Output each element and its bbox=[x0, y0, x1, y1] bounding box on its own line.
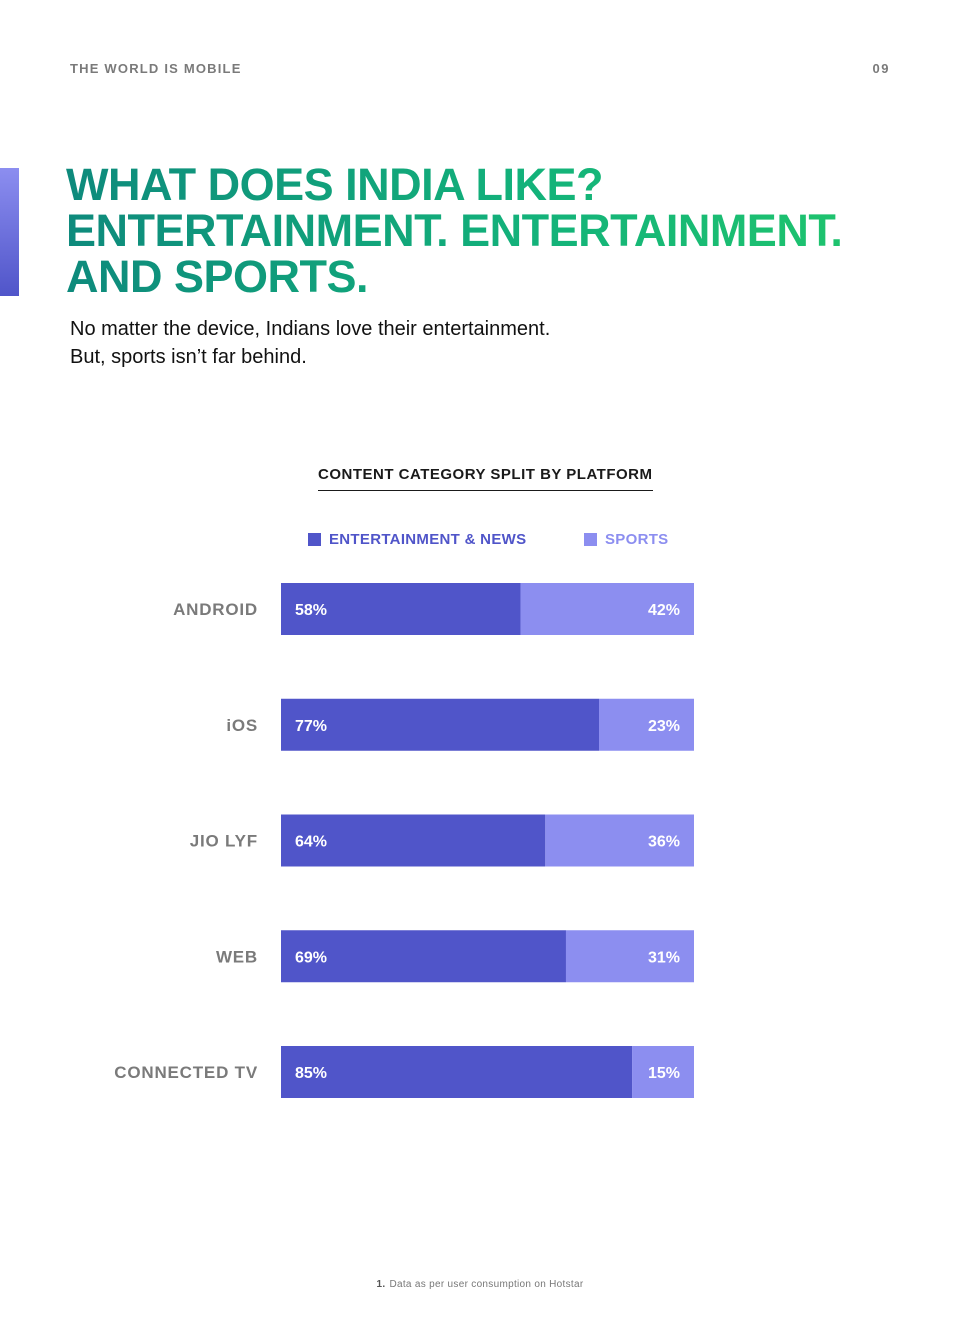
value-label-entertainment: 58% bbox=[295, 602, 327, 619]
bar-entertainment bbox=[281, 814, 546, 867]
footnote-number: 1. bbox=[376, 1279, 386, 1290]
subtitle-line: But, sports isn’t far behind. bbox=[70, 346, 307, 368]
running-title: THE WORLD IS MOBILE bbox=[70, 61, 242, 76]
chart-legend: ENTERTAINMENT & NEWS SPORTS bbox=[308, 531, 708, 551]
bar-entertainment bbox=[281, 1046, 633, 1098]
page-number: 09 bbox=[872, 61, 890, 76]
bar-entertainment bbox=[281, 698, 600, 751]
chart-title: CONTENT CATEGORY SPLIT BY PLATFORM bbox=[318, 466, 653, 491]
value-label-sports: 36% bbox=[648, 834, 680, 851]
legend-swatch-sports bbox=[584, 533, 597, 546]
value-label-sports: 23% bbox=[648, 718, 680, 735]
footnote-text: Data as per user consumption on Hotstar bbox=[389, 1279, 584, 1290]
bar-sports bbox=[545, 814, 694, 867]
page-subtitle: No matter the device, Indians love their… bbox=[70, 315, 550, 371]
category-label: CONNECTED TV bbox=[114, 1063, 258, 1082]
legend-label-entertainment: ENTERTAINMENT & NEWS bbox=[329, 531, 527, 548]
value-label-entertainment: 69% bbox=[295, 949, 327, 966]
legend-swatch-entertainment bbox=[308, 533, 321, 546]
bar-entertainment bbox=[281, 930, 566, 983]
value-label-entertainment: 77% bbox=[295, 718, 327, 735]
category-label: ANDROID bbox=[173, 600, 258, 619]
bar-sports bbox=[565, 930, 694, 983]
value-label-sports: 42% bbox=[648, 602, 680, 619]
footnote: 1. Data as per user consumption on Hotsta… bbox=[0, 1279, 960, 1290]
value-label-entertainment: 85% bbox=[295, 1065, 327, 1082]
bar-sports bbox=[599, 698, 694, 751]
bar-sports bbox=[632, 1046, 694, 1098]
value-label-entertainment: 64% bbox=[295, 834, 327, 851]
subtitle-line: No matter the device, Indians love their… bbox=[70, 318, 551, 340]
value-label-sports: 31% bbox=[648, 949, 680, 966]
value-label-sports: 15% bbox=[648, 1065, 680, 1082]
bar-entertainment bbox=[281, 583, 521, 635]
legend-label-sports: SPORTS bbox=[605, 531, 669, 548]
category-label: WEB bbox=[216, 947, 258, 966]
category-label: iOS bbox=[226, 716, 258, 735]
legend-item-sports: SPORTS bbox=[584, 531, 668, 548]
accent-bar bbox=[0, 168, 19, 296]
legend-item-entertainment: ENTERTAINMENT & NEWS bbox=[308, 531, 526, 548]
category-label: JIO LYF bbox=[190, 832, 258, 851]
bar-sports bbox=[520, 583, 694, 635]
